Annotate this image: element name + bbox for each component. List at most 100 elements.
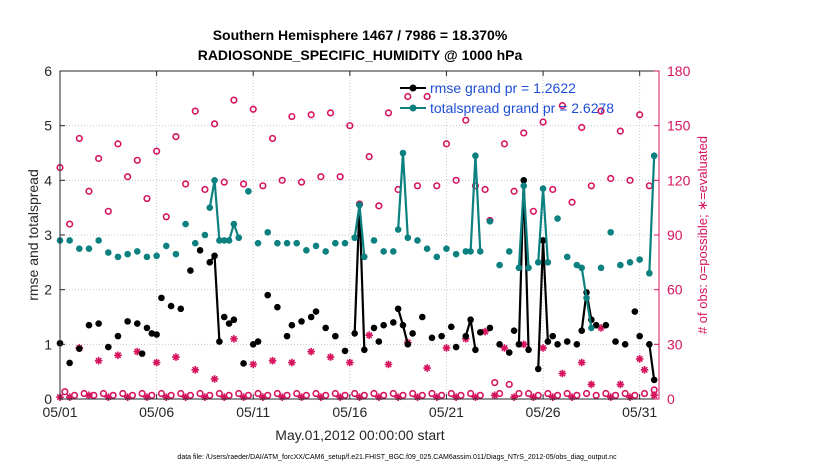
- rmse-line-segment: [648, 344, 656, 381]
- evaluated-obs-point: [500, 344, 509, 352]
- totalspread-point: [573, 261, 581, 269]
- possible-obs-point: [312, 389, 320, 398]
- rmse-point: [206, 259, 214, 266]
- rmse-point: [486, 324, 494, 332]
- rmse-point: [114, 332, 122, 340]
- legend-rmse-label: rmse grand pr = 1.2622: [430, 80, 576, 96]
- possible-obs-point: [138, 389, 146, 398]
- totalspread-point: [520, 182, 528, 190]
- possible-obs-point: [133, 156, 141, 164]
- rmse-point: [467, 316, 474, 324]
- evaluated-obs-point: [191, 366, 200, 374]
- possible-obs-point: [592, 391, 600, 399]
- possible-obs-point: [124, 173, 132, 181]
- rmse-point: [332, 332, 339, 340]
- possible-obs-point: [235, 389, 243, 398]
- evaluated-obs-point: [307, 347, 315, 356]
- evaluated-obs-point: [442, 344, 451, 352]
- possible-obs-point: [539, 118, 547, 126]
- y-axis-right: 0 30 60 90 120 150 180: [654, 63, 691, 407]
- possible-obs-point: [351, 389, 359, 398]
- rmse-point: [177, 305, 185, 313]
- totalspread-point: [544, 259, 552, 266]
- totalspread-point: [636, 256, 643, 263]
- evaluated-obs-point: [423, 364, 431, 372]
- y2-tick-label: 0: [667, 391, 675, 407]
- evaluated-obs-point: [162, 393, 171, 401]
- possible-obs-point: [157, 389, 166, 398]
- possible-obs-point: [215, 389, 224, 398]
- y2-axis-label: # of obs: o=possible; ∗=evaluated: [695, 136, 710, 334]
- y2-tick-label: 180: [667, 63, 691, 79]
- possible-obs-point: [99, 389, 108, 398]
- rmse-point: [399, 321, 407, 329]
- rmse-point: [573, 341, 581, 348]
- rmse-point: [341, 347, 349, 355]
- y-tick-label: 6: [44, 63, 52, 79]
- possible-obs-point: [191, 107, 199, 115]
- rmse-point: [602, 321, 610, 329]
- totalspread-point: [597, 264, 605, 272]
- possible-obs-point: [326, 109, 335, 117]
- totalspread-point: [105, 249, 112, 256]
- possible-obs-point: [85, 187, 93, 195]
- rmse-point: [283, 332, 291, 340]
- rmse-point: [554, 341, 561, 348]
- totalspread-point: [443, 245, 450, 252]
- possible-obs-point: [587, 182, 595, 190]
- rmse-point: [539, 237, 547, 244]
- totalspread-point: [76, 245, 83, 252]
- evaluated-obs-point: [133, 347, 142, 356]
- possible-obs-point: [471, 182, 480, 190]
- rmse-point: [525, 346, 532, 354]
- possible-obs-point: [104, 207, 112, 215]
- possible-obs-point: [626, 176, 634, 184]
- totalspread-point: [505, 248, 513, 255]
- rmse-point: [438, 332, 445, 340]
- y-tick-label: 3: [44, 227, 52, 243]
- totalspread-point: [191, 239, 199, 247]
- rmse-point: [66, 359, 73, 367]
- possible-obs-point: [423, 92, 431, 101]
- evaluated-obs-point: [326, 353, 335, 361]
- possible-obs-point: [307, 111, 315, 119]
- totalspread-point: [356, 201, 363, 209]
- evaluated-obs-point: [452, 393, 460, 401]
- possible-obs-point: [481, 185, 489, 194]
- rmse-point: [447, 323, 455, 331]
- evaluated-obs-point: [650, 391, 658, 400]
- possible-obs-point: [442, 140, 451, 148]
- x-tick-label: 05/06: [139, 404, 174, 420]
- rmse-point: [496, 341, 503, 348]
- possible-obs-point: [607, 174, 615, 183]
- possible-obs-point: [230, 96, 238, 104]
- possible-obs-point: [549, 185, 557, 194]
- totalspread-point: [650, 152, 658, 160]
- totalspread-point: [172, 250, 180, 258]
- evaluated-obs-point: [558, 369, 567, 378]
- rmse-point: [380, 321, 387, 329]
- footer-data-file: data file: /Users/raeder/DAI/ATM_forcXX/…: [177, 454, 617, 461]
- rmse-point: [636, 332, 643, 340]
- evaluated-obs-point: [413, 393, 422, 401]
- rmse-point: [158, 294, 165, 302]
- totalspread-point: [133, 248, 141, 255]
- rmse-point: [254, 338, 262, 345]
- evaluated-obs-point: [201, 393, 209, 401]
- evaluated-obs-point: [640, 366, 649, 374]
- possible-obs-point: [409, 389, 417, 398]
- possible-obs-point: [220, 178, 228, 186]
- totalspread-point: [578, 264, 586, 272]
- possible-obs-point: [524, 389, 533, 398]
- possible-obs-point: [384, 109, 393, 117]
- totalspread-point: [472, 152, 479, 160]
- evaluated-obs-point: [568, 393, 576, 401]
- y2-tick-label: 150: [667, 118, 691, 134]
- rmse-point: [650, 376, 658, 384]
- legend-spread-label: totalspread grand pr = 2.6278: [430, 100, 614, 116]
- possible-obs-point: [239, 180, 248, 188]
- rmse-point: [307, 313, 315, 321]
- rmse-point: [216, 338, 223, 345]
- totalspread-point: [341, 239, 349, 247]
- possible-obs-point: [520, 129, 528, 137]
